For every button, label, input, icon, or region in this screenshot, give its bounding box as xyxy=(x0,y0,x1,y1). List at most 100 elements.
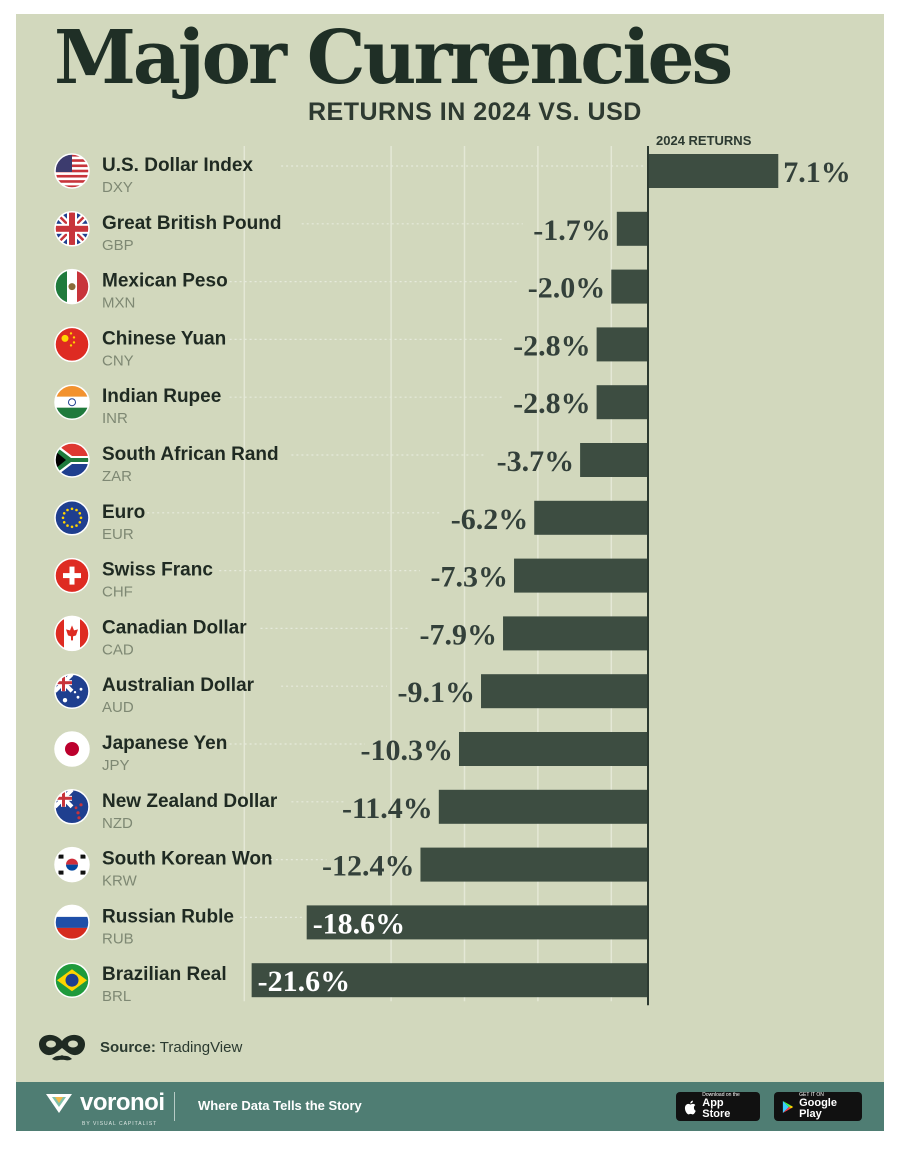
japan-flag-icon xyxy=(54,731,90,767)
bar xyxy=(648,154,779,188)
bar xyxy=(458,732,648,766)
brand-byline: BY VISUAL CAPITALIST xyxy=(82,1121,158,1127)
data-label: -2.0% xyxy=(528,272,606,305)
chart-title: Major Currencies xyxy=(54,15,733,101)
bar xyxy=(306,905,648,940)
data-label: -9.1% xyxy=(398,676,476,709)
voronoi-v-icon xyxy=(46,1094,72,1113)
brazil-flag-icon xyxy=(54,962,90,998)
footer-divider xyxy=(174,1092,175,1121)
south-africa-flag-icon xyxy=(54,442,90,478)
uk-flag-icon xyxy=(54,211,90,247)
bar xyxy=(438,789,648,824)
app-store-button[interactable]: Download on the App Store xyxy=(676,1092,760,1121)
app-store-label: App Store xyxy=(702,1097,731,1120)
currency-row: Japanese Yen JPY -10.3% xyxy=(54,731,648,774)
bar xyxy=(580,443,648,477)
currency-name: Swiss Franc xyxy=(102,560,213,581)
bar xyxy=(616,211,648,246)
currency-name: U.S. Dollar Index xyxy=(102,155,253,176)
currency-row: Canadian Dollar CAD -7.9% xyxy=(54,615,648,658)
data-label: -7.3% xyxy=(431,561,509,594)
bar-chart: 2024 RETURNS U.S. Dollar Index DXY 7.1% Grea… xyxy=(54,133,851,1006)
bar xyxy=(611,269,648,304)
brand-name: voronoi xyxy=(80,1089,165,1116)
bar xyxy=(251,963,648,998)
russia-flag-icon xyxy=(54,904,90,941)
bar xyxy=(503,616,648,651)
currency-name: Australian Dollar xyxy=(102,675,255,696)
google-play-label: Google Play xyxy=(799,1097,837,1120)
currency-code: INR xyxy=(102,410,128,427)
google-play-small-text: GET IT ON xyxy=(799,1092,824,1098)
currency-row: Euro EUR -6.2% xyxy=(54,500,648,543)
currency-name: Russian Ruble xyxy=(102,906,234,927)
currency-code: JPY xyxy=(102,757,130,774)
currency-code: GBP xyxy=(102,237,134,254)
currency-code: EUR xyxy=(102,526,134,543)
data-label: -7.9% xyxy=(420,618,498,651)
currency-code: RUB xyxy=(102,930,134,947)
footer-tagline: Where Data Tells the Story xyxy=(198,1098,362,1113)
bar xyxy=(481,674,648,709)
app-store-small-text: Download on the xyxy=(702,1092,740,1098)
chart-subtitle: RETURNS IN 2024 VS. USD xyxy=(308,98,642,126)
south-korea-flag-icon xyxy=(54,846,90,883)
data-label: 7.1% xyxy=(783,156,851,189)
bar xyxy=(514,558,648,593)
currency-row: South African Rand ZAR -3.7% xyxy=(54,442,648,485)
currency-name: New Zealand Dollar xyxy=(102,791,278,812)
data-label: -2.8% xyxy=(513,387,591,420)
column-header: 2024 RETURNS xyxy=(656,133,752,148)
bar xyxy=(596,327,648,362)
data-label: -10.3% xyxy=(360,734,453,767)
mexico-flag-icon xyxy=(54,268,90,305)
currency-row: South Korean Won KRW -12.4% xyxy=(54,846,648,890)
currency-row: U.S. Dollar Index DXY 7.1% xyxy=(54,153,851,196)
data-label: -3.7% xyxy=(497,445,575,478)
currency-row: New Zealand Dollar NZD -11.4% xyxy=(54,789,648,832)
currency-row: Indian Rupee INR -2.8% xyxy=(54,384,648,427)
google-play-icon xyxy=(782,1100,794,1113)
currency-name: Chinese Yuan xyxy=(102,328,226,349)
currency-row: Chinese Yuan CNY -2.8% xyxy=(54,326,648,369)
currency-row: Great British Pound GBP -1.7% xyxy=(54,211,648,254)
source-label: Source: xyxy=(100,1038,156,1056)
infographic-card: Major Currencies RETURNS IN 2024 VS. USD… xyxy=(16,14,884,1131)
bar xyxy=(420,847,648,882)
eu-flag-icon xyxy=(54,500,90,536)
source-note: Source: TradingView xyxy=(38,1032,242,1062)
bar xyxy=(596,385,648,420)
india-flag-icon xyxy=(54,384,90,420)
currency-row: Brazilian Real BRL -21.6% xyxy=(54,962,648,1005)
google-play-button[interactable]: GET IT ON Google Play xyxy=(774,1092,862,1121)
data-label: -6.2% xyxy=(451,503,529,536)
currency-name: Mexican Peso xyxy=(102,271,228,292)
apple-icon xyxy=(684,1100,696,1114)
currency-row: Russian Ruble RUB -18.6% xyxy=(54,904,648,947)
data-label: -1.7% xyxy=(533,214,611,247)
currency-name: South African Rand xyxy=(102,444,279,465)
data-label: -2.8% xyxy=(513,329,591,362)
voronoi-logo[interactable]: voronoi BY VISUAL CAPITALIST xyxy=(44,1089,165,1127)
currency-code: NZD xyxy=(102,815,133,832)
data-label: -12.4% xyxy=(322,850,415,883)
usa-flag-icon xyxy=(54,153,90,189)
currency-name: Canadian Dollar xyxy=(102,617,247,638)
data-label: -18.6% xyxy=(313,907,406,940)
currency-name: Euro xyxy=(102,502,145,523)
footer-bar: voronoi BY VISUAL CAPITALIST Where Data … xyxy=(16,1082,884,1131)
currency-code: CNY xyxy=(102,352,134,369)
china-flag-icon xyxy=(54,326,90,363)
new-zealand-flag-icon xyxy=(54,789,90,825)
australia-flag-icon xyxy=(54,673,90,709)
source-value: TradingView xyxy=(159,1038,243,1056)
currency-code: CHF xyxy=(102,584,133,601)
currency-code: MXN xyxy=(102,295,135,312)
currency-name: Brazilian Real xyxy=(102,964,227,985)
currency-code: KRW xyxy=(102,873,138,890)
currency-code: ZAR xyxy=(102,468,132,485)
switzerland-flag-icon xyxy=(54,557,90,594)
canada-flag-icon xyxy=(54,615,90,652)
currency-name: Japanese Yen xyxy=(102,733,227,754)
